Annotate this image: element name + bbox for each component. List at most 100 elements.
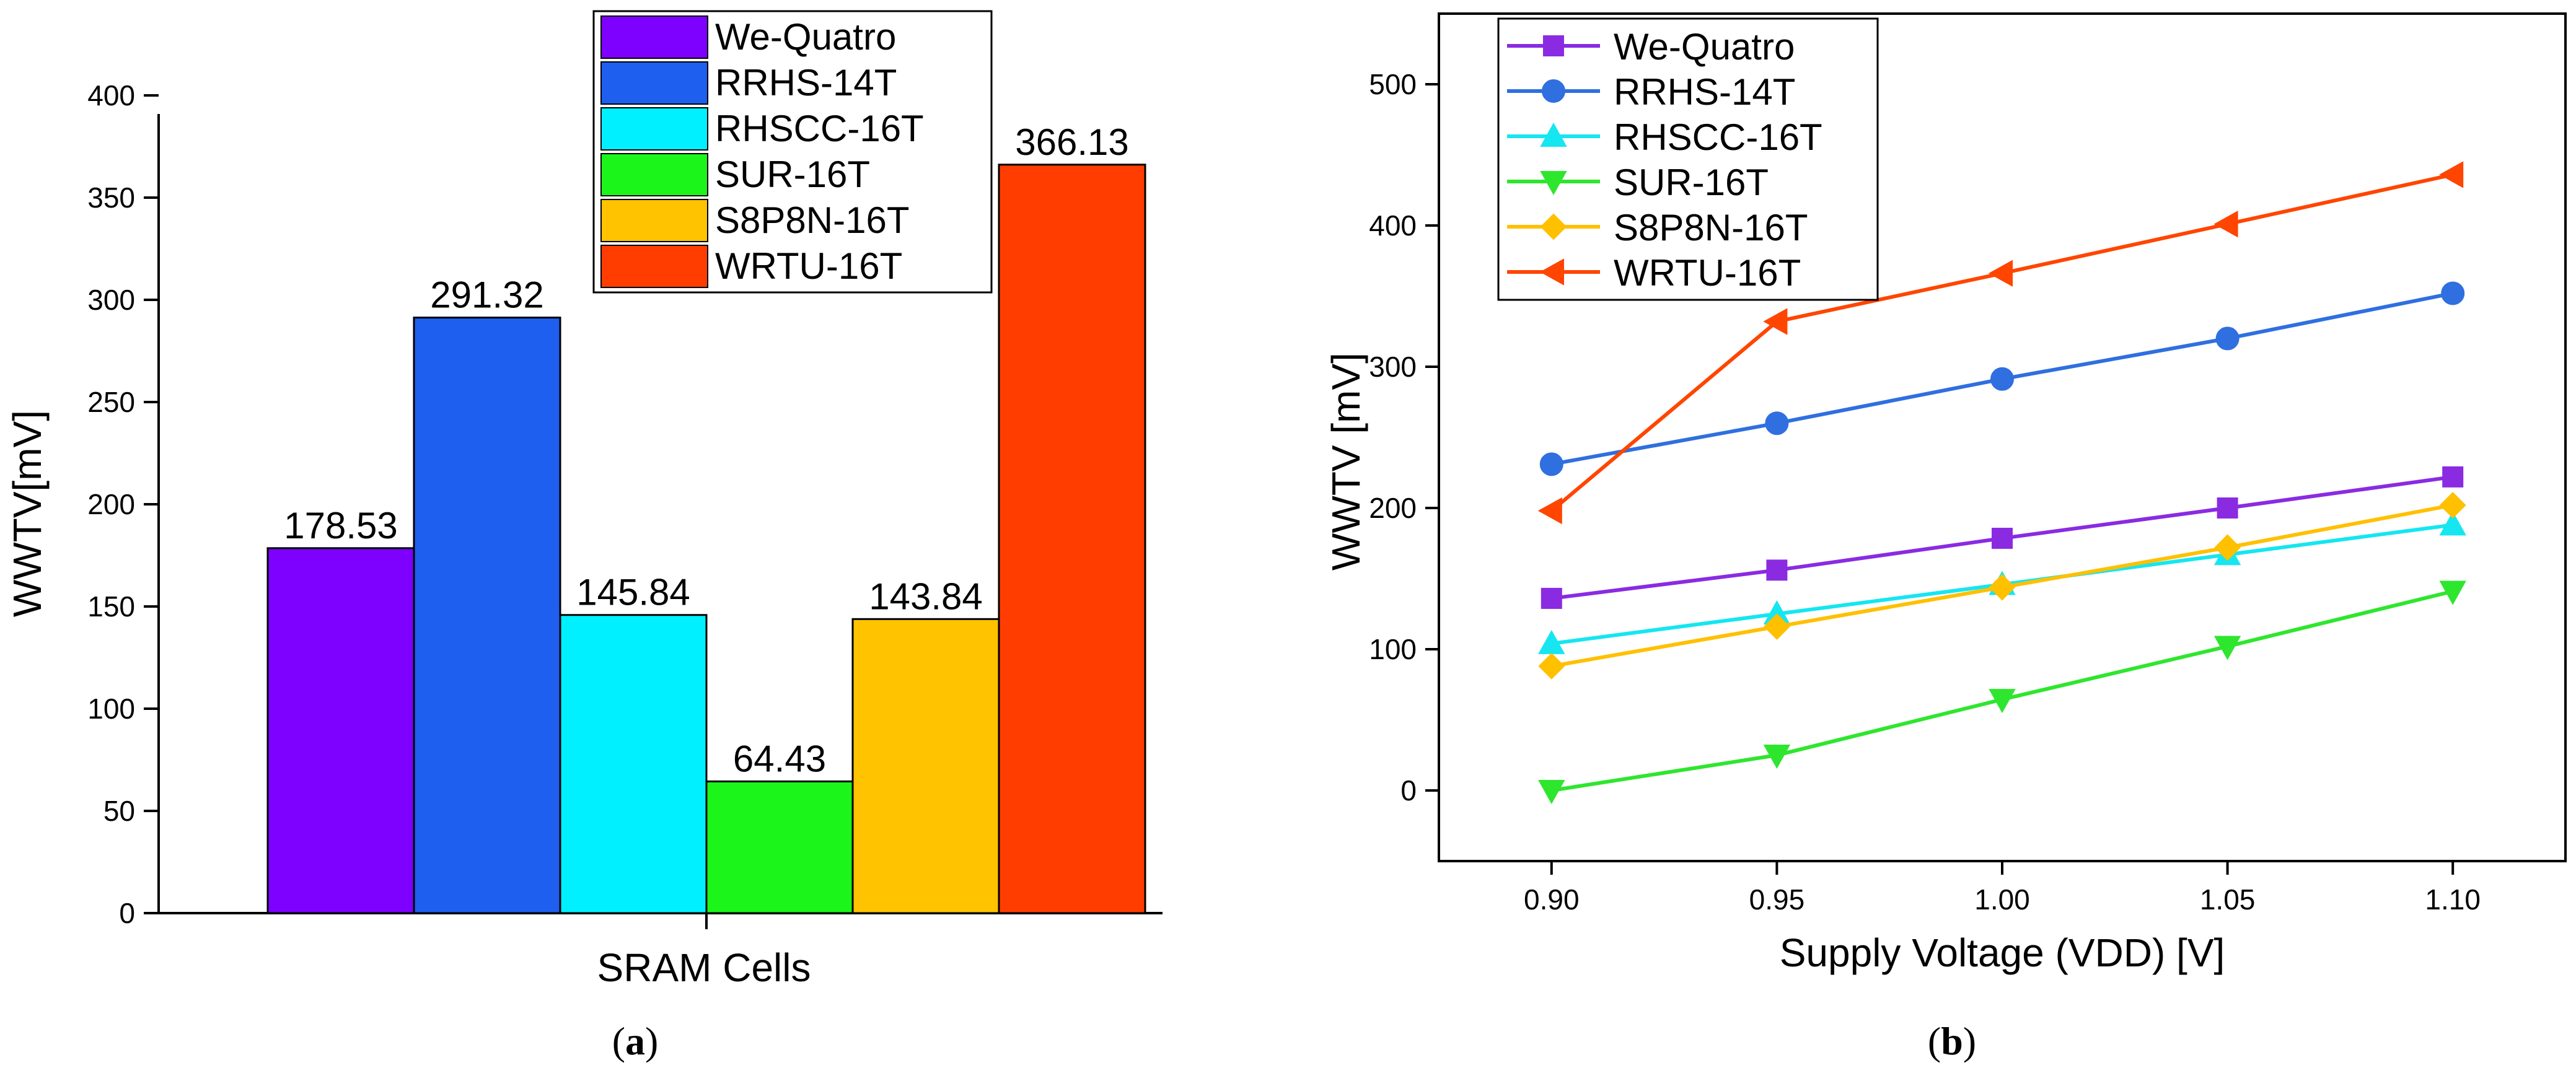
point-s8p8n-16t [1538,652,1565,680]
y-tick-label: 100 [1369,633,1417,665]
legend-label-we-quatro: We-Quatro [1614,26,1795,68]
bar-rhscc-16t [559,614,708,914]
point-we-quatro [2442,466,2464,488]
point-rrhs-14t [1990,367,2014,391]
x-tick-label: 1.10 [2425,883,2481,916]
legend-swatch-we-quatro [600,15,708,59]
bar-value-label-we-quatro: 178.53 [284,505,398,546]
legend-label-rrhs-14t: RRHS-14T [1614,71,1795,113]
bar-rrhs-14t [413,317,561,914]
point-wrtu-16t [1537,497,1562,525]
y-tick-label: 200 [87,488,135,520]
series-s8p8n-16t [1538,492,2466,680]
bar-sur-16t [705,780,854,914]
point-we-quatro [2217,497,2238,519]
legend-label-s8p8n-16t: S8P8N-16T [1614,207,1808,248]
panel-b-letter: b [1941,1019,1963,1063]
legend-label-sur-16t: SUR-16T [715,154,870,195]
bar-value-label-s8p8n-16t: 143.84 [869,576,983,617]
point-we-quatro [1992,527,2013,549]
line-chart-x-label: Supply Voltage (VDD) [V] [1780,930,2225,975]
legend-marker-rhscc-16t [1540,122,1567,147]
legend-marker-s8p8n-16t [1540,213,1567,240]
y-tick-label: 300 [1369,351,1417,383]
line-chart-panel: Supply Voltage (VDD) [V] WWTV [mV] (b) 0… [1324,12,2567,1063]
point-wrtu-16t [2439,161,2464,188]
legend-marker-wrtu-16t [1539,258,1564,286]
legend-swatch-wrtu-16t [600,245,708,288]
point-sur-16t [1763,745,1791,769]
point-sur-16t [2213,636,2241,660]
y-tick-label: 300 [87,284,135,316]
y-tick-label: 0 [119,897,135,929]
line-chart-ticks: 0 100 200 300 400 500 0.90 0.95 1.00 1.05 1.10 [1369,68,2481,916]
point-rrhs-14t [1539,452,1563,476]
series-sur-16t [1538,580,2466,805]
point-s8p8n-16t [1989,574,2016,601]
line-chart-y-label: WWTV [mV] [1324,352,1368,571]
legend-label-rhscc-16t: RHSCC-16T [1614,116,1822,158]
point-we-quatro [1766,559,1788,581]
line-series-group [1537,161,2466,805]
series-wrtu-16t [1537,161,2464,525]
x-tick-label: 1.05 [2200,883,2256,916]
y-tick-label: 200 [1369,492,1417,524]
point-we-quatro [1541,587,1562,609]
panel-a-letter: a [625,1019,645,1063]
y-tick-label: 100 [87,693,135,725]
legend-swatch-rhscc-16t [600,107,708,151]
line-chart-legend: We-QuatroRRHS-14TRHSCC-16TSUR-16TS8P8N-1… [1497,17,1879,301]
y-tick-label: 250 [87,386,135,418]
legend-label-rrhs-14t: RRHS-14T [715,62,897,103]
legend-marker-sur-16t [1540,171,1567,196]
bar-s8p8n-16t [851,618,1000,914]
bar-group: 178.53 291.32 145.84 64.43 143.84 366.13 [266,121,1146,914]
point-rrhs-14t [2215,326,2240,351]
point-sur-16t [2439,580,2466,605]
legend-label-we-quatro: We-Quatro [715,16,896,58]
x-tick-label: 1.00 [1974,883,2030,916]
bar-chart-x-label: SRAM Cells [597,945,811,990]
y-tick-label: 400 [87,79,135,112]
point-wrtu-16t [2213,211,2238,238]
y-tick-label: 0 [1400,774,1417,807]
series-rrhs-14t [1539,281,2465,476]
legend-label-wrtu-16t: WRTU-16T [715,245,902,287]
point-s8p8n-16t [2439,492,2466,519]
x-tick-label: 0.95 [1749,883,1805,916]
point-rhscc-16t [2439,511,2466,536]
legend-label-rhscc-16t: RHSCC-16T [715,108,924,149]
bar-value-label-rrhs-14t: 291.32 [430,274,544,316]
legend-box [1497,17,1879,301]
bar-chart-y-label: WWTV[mV] [5,410,50,617]
bar-wrtu-16t [998,164,1146,914]
legend-marker-rrhs-14t [1542,79,1565,103]
legend-swatch-sur-16t [600,153,708,196]
point-sur-16t [1538,780,1565,805]
bar-chart-y-ticks: 0 50 100 150 200 250 300 350 400 [87,79,159,929]
point-wrtu-16t [1988,260,2013,287]
legend-swatch-s8p8n-16t [600,199,708,242]
y-tick-label: 150 [87,590,135,623]
bar-chart-panel: SRAM Cells WWTV[mV] (a) 178.53 291.32 145.… [5,10,1163,1063]
legend-label-sur-16t: SUR-16T [1614,162,1769,203]
x-tick-label: 0.90 [1524,883,1580,916]
bar-we-quatro [266,547,415,914]
legend-swatch-rrhs-14t [600,61,708,105]
point-s8p8n-16t [1763,613,1790,640]
bar-value-label-sur-16t: 64.43 [733,738,826,779]
y-tick-label: 50 [103,795,135,827]
panel-b-caption: (b) [1928,1019,1976,1063]
point-s8p8n-16t [2214,534,2241,561]
legend-label-s8p8n-16t: S8P8N-16T [715,199,909,241]
point-sur-16t [1989,689,2016,714]
y-tick-label: 350 [87,182,135,214]
y-tick-label: 500 [1369,68,1417,100]
point-rrhs-14t [2441,281,2465,305]
point-wrtu-16t [1763,308,1788,335]
bar-value-label-wrtu-16t: 366.13 [1015,121,1129,163]
bar-value-label-rhscc-16t: 145.84 [576,572,690,613]
panel-a-caption: (a) [612,1019,659,1063]
